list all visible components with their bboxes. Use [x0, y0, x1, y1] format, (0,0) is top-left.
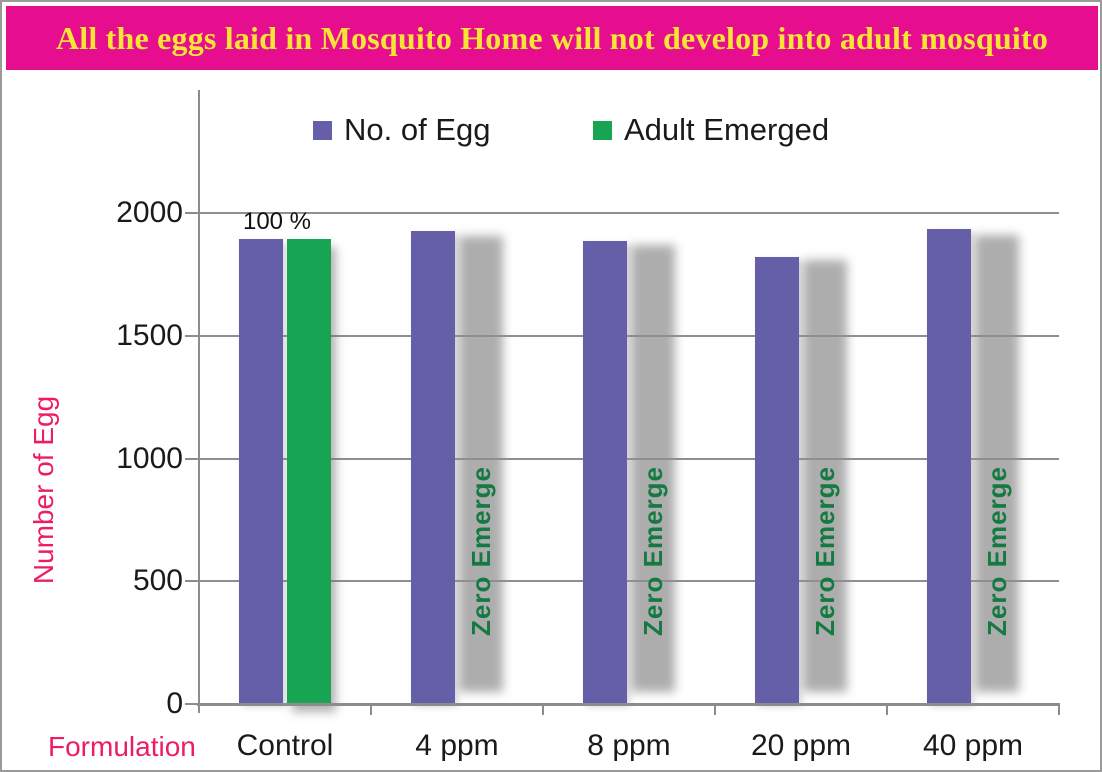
y-tick-label-2000: 2000: [116, 196, 183, 229]
x-axis-line: [197, 703, 1060, 706]
y-gridline-1500: [199, 334, 1059, 337]
x-tick-8-ppm: [714, 705, 716, 715]
adult-emerged-legend-swatch: [593, 120, 612, 140]
banner-title-text: All the eggs laid in Mosquito Home will …: [55, 19, 1049, 56]
no-of-egg-bar-8-ppm: [583, 241, 627, 704]
x-category-label-8-ppm: 8 ppm: [587, 729, 671, 762]
no-of-egg-bar-20-ppm: [755, 257, 799, 704]
no-of-egg-bar-40-ppm: [927, 228, 971, 704]
y-tick-500: [185, 580, 199, 583]
zero-emerge-bar-40-ppm: [975, 235, 1019, 692]
y-tick-label-1000: 1000: [116, 441, 183, 475]
y-tick-label-0: 0: [166, 687, 183, 720]
legend-item-no-of-egg: No. of Egg: [313, 112, 490, 148]
x-category-label-40-ppm: 40 ppm: [922, 729, 1024, 762]
x-category-label-20-ppm: 20 ppm: [750, 729, 852, 762]
zero-emerge-bar-20-ppm: [803, 259, 847, 692]
zero-emerge-bar-4-ppm: [459, 236, 503, 692]
zero-emerge-label-40-ppm: Zero Emerge: [982, 466, 1012, 636]
x-tick-20-ppm: [886, 705, 888, 715]
no-of-egg-legend-label: No. of Egg: [344, 112, 491, 147]
y-tick-label-1500: 1500: [116, 318, 183, 352]
title-banner: All the eggs laid in Mosquito Home will …: [6, 6, 1098, 70]
annotation-100: 100 %: [242, 207, 312, 235]
x-category-label-control: Control: [236, 729, 334, 762]
y-gridline-1000: [199, 457, 1059, 460]
no-of-egg-legend-swatch: [313, 120, 332, 140]
x-tick-4-ppm: [542, 705, 544, 715]
zero-emerge-label-8-ppm: Zero Emerge: [638, 466, 668, 636]
x-tick-control: [370, 705, 372, 715]
zero-emerge-label-20-ppm: Zero Emerge: [810, 466, 840, 636]
y-gridline-2000: [199, 212, 1059, 214]
y-gridline-500: [199, 580, 1059, 583]
x-axis-title: Formulation: [48, 731, 196, 762]
y-tick-label-500: 500: [132, 564, 183, 598]
y-tick-0: [185, 703, 199, 705]
y-tick-1000: [185, 457, 199, 460]
no-of-egg-bar-control: [239, 238, 283, 704]
y-tick-2000: [185, 212, 199, 214]
x-tick-40-ppm: [1058, 705, 1060, 715]
no-of-egg-bar-4-ppm: [411, 231, 455, 704]
adult-emerged-bar-control: [287, 238, 331, 704]
zero-emerge-label-4-ppm: Zero Emerge: [466, 466, 496, 636]
y-tick-1500: [185, 334, 199, 337]
x-category-label-4-ppm: 4 ppm: [415, 729, 499, 762]
y-axis-title-text: Number of Egg: [28, 395, 60, 585]
zero-emerge-bar-8-ppm: [631, 244, 675, 692]
y-axis-line: [198, 90, 200, 713]
adult-emerged-legend-label: Adult Emerged: [624, 112, 830, 147]
legend-item-adult-emerged: Adult Emerged: [593, 112, 829, 148]
